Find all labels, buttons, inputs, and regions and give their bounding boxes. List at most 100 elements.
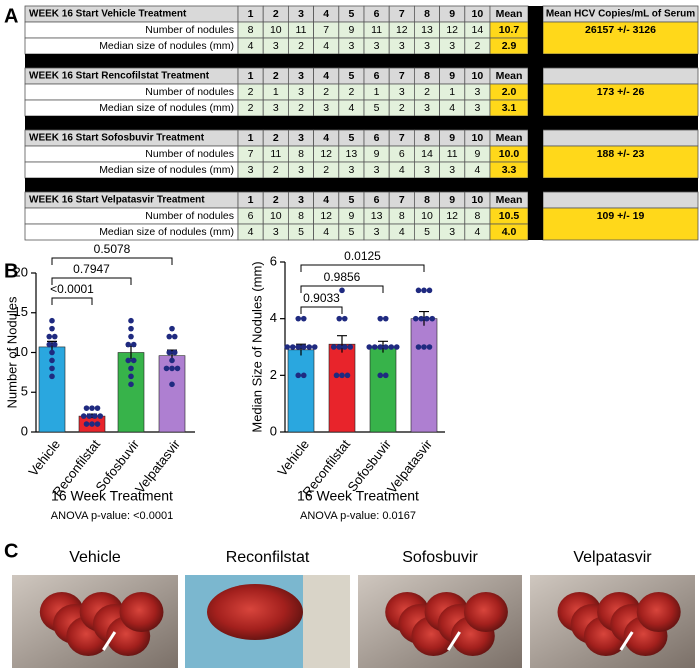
column-header: 5 — [348, 70, 354, 82]
column-header: 2 — [273, 70, 279, 82]
data-point — [377, 315, 384, 322]
significance-bracket — [300, 264, 425, 272]
cell-text: 3 — [374, 40, 380, 52]
data-point — [128, 381, 134, 388]
cell-text: 6 — [248, 210, 254, 222]
anova-note: ANOVA p-value: <0.0001 — [51, 510, 173, 522]
cell-text: 5 — [424, 226, 430, 238]
data-point — [300, 372, 307, 379]
cell-text: 13 — [371, 210, 383, 222]
cell-text: 4 — [323, 226, 329, 238]
cell-text: 4 — [399, 164, 405, 176]
cell-text: 2 — [248, 86, 254, 98]
data-point — [83, 405, 90, 411]
significance-bracket — [51, 297, 93, 305]
data-point — [426, 287, 433, 294]
data-point — [393, 344, 400, 350]
cell-text: 3 — [474, 102, 480, 114]
column-header: 1 — [248, 194, 254, 206]
cell-text: 11 — [371, 24, 382, 36]
column-header: 4 — [323, 70, 329, 82]
column-header: 6 — [374, 70, 380, 82]
x-tick-label: Vehicle — [25, 437, 63, 479]
cell-text: 3 — [449, 164, 455, 176]
data-point — [128, 365, 134, 372]
data-point — [49, 365, 55, 372]
column-header: 4 — [323, 194, 329, 206]
cell-text: 12 — [320, 210, 332, 222]
data-point — [382, 344, 389, 350]
cell-text: 2 — [273, 164, 279, 176]
column-header: 8 — [424, 132, 430, 144]
column-header: Mean — [496, 70, 523, 82]
cell-text: 9 — [474, 148, 480, 160]
mean-value: 2.9 — [502, 40, 517, 52]
cell-text: 3 — [474, 86, 480, 98]
data-point — [426, 344, 433, 350]
table-cell — [542, 207, 699, 241]
data-point — [306, 344, 313, 350]
cell-text: 10 — [270, 24, 282, 36]
cell-text: 8 — [248, 24, 254, 36]
hcv-value: 26157 +/- 3126 — [585, 24, 656, 36]
cell-text: 3 — [424, 164, 430, 176]
cell-text: 11 — [447, 148, 458, 160]
cell-text: 2 — [248, 102, 254, 114]
cell-text: 4 — [474, 226, 480, 238]
row-label: Number of nodules — [145, 86, 234, 98]
photo-label: Sofosbuvir — [402, 549, 478, 566]
column-header: 1 — [248, 70, 254, 82]
row-label: Median size of nodules (mm) — [99, 40, 234, 52]
data-point — [169, 325, 175, 332]
data-point — [300, 315, 307, 322]
data-point — [49, 325, 55, 332]
cell-text: 14 — [472, 24, 484, 36]
cell-text: 11 — [296, 24, 307, 36]
cell-text: 7 — [248, 148, 254, 160]
cell-text: 2 — [399, 102, 405, 114]
data-point — [125, 341, 132, 348]
cell-text: 11 — [270, 148, 281, 160]
photo — [530, 575, 695, 668]
cell-text: 4 — [248, 226, 254, 238]
data-point — [94, 421, 101, 427]
cell-text: 3 — [273, 226, 279, 238]
cell-text: 14 — [421, 148, 433, 160]
data-point — [344, 372, 351, 379]
cell-text: 3 — [399, 86, 405, 98]
x-tick-label: Vehicle — [274, 437, 312, 479]
data-point — [128, 373, 134, 380]
mean-value: 10.0 — [499, 148, 520, 160]
bar — [410, 318, 438, 433]
data-point — [49, 349, 55, 356]
cell-text: 3 — [348, 164, 354, 176]
significance-bracket — [51, 277, 132, 285]
cell-text: 2 — [323, 164, 329, 176]
data-point — [83, 421, 90, 427]
table-title: WEEK 16 Start Vehicle Treatment — [29, 9, 187, 20]
data-point — [371, 344, 378, 350]
column-header: 1 — [248, 132, 254, 144]
cell-text: 3 — [449, 40, 455, 52]
cell-text: 9 — [374, 148, 380, 160]
column-header: 7 — [399, 8, 405, 20]
column-header: 4 — [323, 132, 329, 144]
liver-lobe — [463, 592, 508, 632]
table-title: WEEK 16 Start Sofosbuvir Treatment — [29, 133, 205, 144]
data-point — [171, 333, 178, 340]
column-header: 8 — [424, 194, 430, 206]
photo — [185, 575, 350, 668]
cell-text: 3 — [298, 164, 304, 176]
error-bar — [296, 343, 306, 356]
data-point — [284, 344, 291, 350]
data-point — [339, 287, 345, 294]
data-point — [415, 344, 422, 350]
cell-text: 6 — [399, 148, 405, 160]
cell-text: 4 — [348, 102, 354, 114]
column-header: 9 — [449, 8, 455, 20]
column-header: 2 — [273, 8, 279, 20]
data-point — [330, 344, 337, 350]
cell-text: 4 — [323, 40, 329, 52]
bar — [287, 349, 315, 433]
